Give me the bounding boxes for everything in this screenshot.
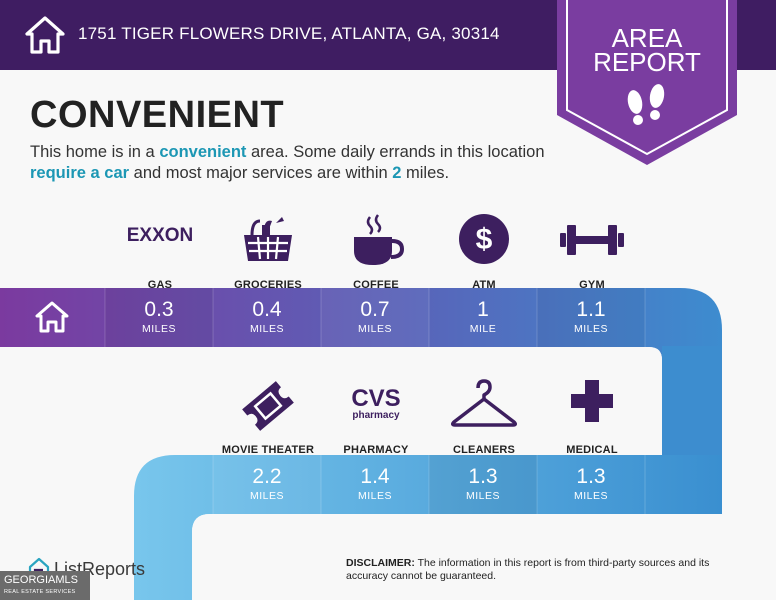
service-label: GROCERIES bbox=[234, 279, 302, 291]
coffee-cup-icon bbox=[354, 214, 405, 265]
service-label: GAS bbox=[147, 279, 173, 291]
service-gas: EXXON GAS bbox=[105, 213, 215, 291]
svg-text:CVS: CVS bbox=[351, 385, 400, 412]
service-gym: GYM bbox=[537, 213, 647, 291]
svg-text:EXXON: EXXON bbox=[127, 225, 194, 246]
exxon-logo-icon: EXXON bbox=[127, 225, 194, 246]
distance-cleaners: 1.3 MILES bbox=[465, 465, 500, 502]
distance-coffee: 0.7 MILES bbox=[357, 298, 392, 335]
badge-line-2: REPORT bbox=[593, 47, 701, 77]
cvs-logo-icon: CVS pharmacy bbox=[351, 385, 400, 421]
service-label: GYM bbox=[579, 279, 605, 291]
badge-line-1: AREA bbox=[611, 23, 683, 53]
highlight-miles: 2 bbox=[392, 164, 402, 182]
service-pharmacy: CVS pharmacy PHARMACY bbox=[321, 378, 431, 456]
home-icon bbox=[35, 301, 69, 333]
service-label: COFFEE bbox=[353, 279, 399, 291]
service-label: MEDICAL bbox=[566, 444, 618, 456]
grocery-basket-icon bbox=[244, 217, 292, 261]
dollar-icon: $ bbox=[459, 214, 509, 264]
distance-atm: 1 MILE bbox=[469, 298, 497, 335]
service-label: PHARMACY bbox=[343, 444, 409, 456]
hanger-icon bbox=[450, 379, 518, 427]
distance-gas: 0.3 MILES bbox=[141, 298, 176, 335]
svg-text:pharmacy: pharmacy bbox=[352, 410, 400, 421]
area-description: This home is in a convenient area. Some … bbox=[30, 143, 545, 182]
footsteps-icon bbox=[627, 84, 665, 125]
property-address: 1751 TIGER FLOWERS DRIVE, ATLANTA, GA, 3… bbox=[78, 24, 500, 43]
service-atm: $ ATM bbox=[429, 213, 539, 291]
disclaimer: DISCLAIMER: The information in this repo… bbox=[346, 557, 710, 582]
service-groceries: GROCERIES bbox=[213, 213, 323, 291]
dumbbell-icon bbox=[560, 225, 624, 255]
service-movie-theater: MOVIE THEATER bbox=[213, 378, 323, 456]
distance-medical: 1.3 MILES bbox=[573, 465, 608, 502]
page-title: CONVENIENT bbox=[30, 94, 285, 136]
georgia-mls-logo: GEORGIAMLS REAL ESTATE SERVICES bbox=[0, 571, 90, 600]
highlight-require-car: require a car bbox=[30, 164, 130, 182]
start-home-marker bbox=[0, 288, 105, 346]
home-icon bbox=[25, 16, 65, 54]
service-medical: MEDICAL bbox=[537, 378, 647, 456]
svg-text:$: $ bbox=[476, 223, 493, 256]
service-label: CLEANERS bbox=[452, 444, 516, 456]
highlight-convenient: convenient bbox=[159, 143, 247, 161]
medical-cross-icon bbox=[571, 380, 613, 422]
distance-gym: 1.1 MILES bbox=[573, 298, 608, 335]
distance-movie-theater: 2.2 MILES bbox=[249, 465, 284, 502]
service-cleaners: CLEANERS bbox=[429, 378, 539, 456]
distance-pharmacy: 1.4 MILES bbox=[357, 465, 392, 502]
area-report-badge: AREA REPORT bbox=[557, 0, 737, 165]
ticket-icon bbox=[242, 381, 294, 431]
service-coffee: COFFEE bbox=[321, 213, 431, 291]
service-label: ATM bbox=[472, 279, 496, 291]
distance-groceries: 0.4 MILES bbox=[249, 298, 284, 335]
service-label: MOVIE THEATER bbox=[221, 444, 315, 456]
